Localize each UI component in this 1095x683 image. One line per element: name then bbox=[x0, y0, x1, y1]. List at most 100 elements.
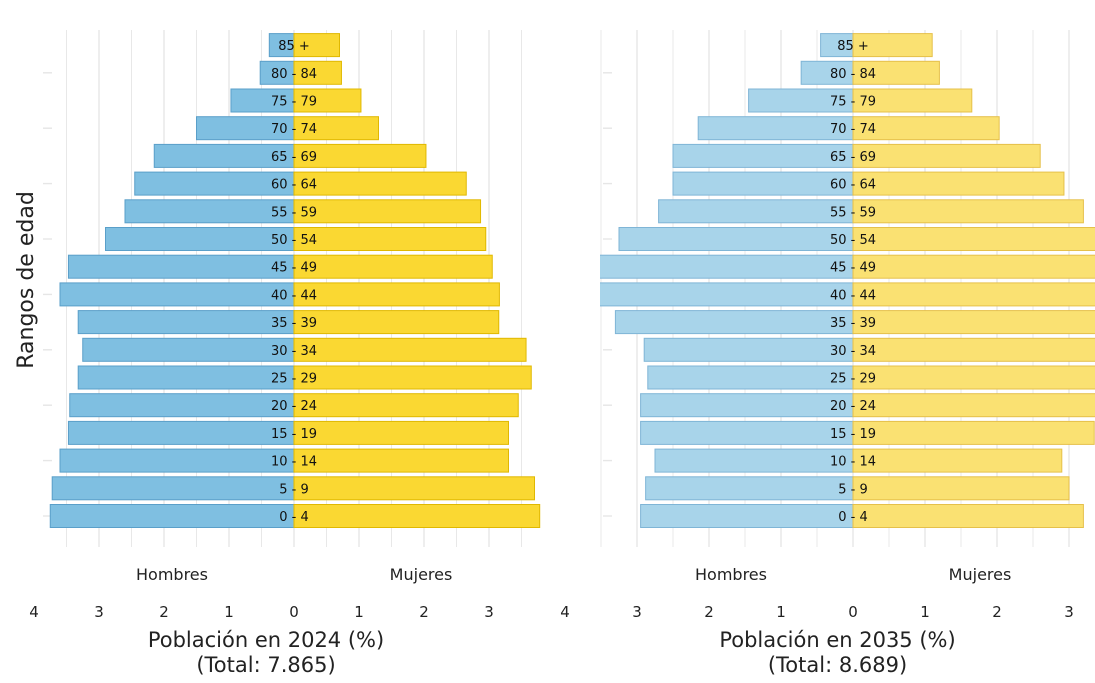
bar-mujeres-25-29 bbox=[293, 365, 532, 390]
bar-hombres-10-14 bbox=[59, 448, 295, 473]
age-label: 10 - 14 bbox=[830, 455, 876, 470]
bar-hombres-50-54 bbox=[618, 227, 854, 251]
bars bbox=[600, 33, 1095, 528]
bar-mujeres-40-44 bbox=[293, 282, 500, 307]
age-label: 85 + bbox=[837, 39, 869, 54]
age-label: 60 - 64 bbox=[830, 178, 876, 193]
x-tick-label: 1 bbox=[776, 603, 786, 621]
bar-mujeres-45-49 bbox=[293, 254, 493, 279]
age-label: 75 - 79 bbox=[271, 95, 317, 110]
bar-mujeres-80-84 bbox=[852, 60, 940, 85]
y-axis-title: Rangos de edad bbox=[14, 191, 39, 369]
age-label: 30 - 34 bbox=[830, 344, 876, 359]
age-label: 55 - 59 bbox=[271, 205, 317, 220]
age-label: 45 - 49 bbox=[271, 261, 317, 276]
age-label: 40 - 44 bbox=[830, 288, 876, 303]
x-tick-label: 4 bbox=[560, 603, 570, 621]
x-axis-title: Población en 2035 (%) bbox=[719, 628, 955, 652]
bar-hombres-5-9 bbox=[51, 476, 295, 501]
age-labels: 0 - 4 5 - 9 10 - 14 15 - 19 20 - 24 25 - 29 30… bbox=[271, 39, 317, 525]
bar-mujeres-15-19 bbox=[852, 420, 1095, 445]
bar-hombres-55-59 bbox=[124, 199, 295, 224]
group-label-hombres: Hombres bbox=[136, 565, 208, 584]
age-label: 5 - 9 bbox=[838, 482, 868, 497]
bar-hombres-5-9 bbox=[645, 476, 854, 501]
age-label: 25 - 29 bbox=[830, 372, 876, 387]
group-label-mujeres: Mujeres bbox=[390, 565, 453, 584]
x-tick-label: 0 bbox=[848, 603, 858, 621]
x-tick-labels: 4 3 2 1 0 1 2 3 bbox=[29, 603, 494, 621]
bar-hombres-0-4 bbox=[640, 504, 854, 528]
group-label-hombres: Hombres bbox=[695, 565, 767, 584]
bar-mujeres-50-54 bbox=[293, 227, 487, 251]
x-axis-title: Población en 2024 (%) bbox=[148, 628, 384, 652]
age-label: 40 - 44 bbox=[271, 288, 317, 303]
age-labels: 0 - 4 5 - 9 10 - 14 15 - 19 20 - 24 25 - 29 30… bbox=[830, 39, 876, 525]
bar-hombres-30-34 bbox=[82, 337, 295, 362]
age-label: 55 - 59 bbox=[830, 205, 876, 220]
x-tick-label: 2 bbox=[419, 603, 429, 621]
bar-mujeres-45-49 bbox=[852, 254, 1095, 279]
age-label: 80 - 84 bbox=[830, 67, 876, 82]
bar-mujeres-85+ bbox=[852, 33, 933, 58]
x-tick-label: 3 bbox=[484, 603, 494, 621]
x-tick-label: 3 bbox=[632, 603, 642, 621]
bar-mujeres-10-14 bbox=[293, 448, 509, 473]
age-label: 25 - 29 bbox=[271, 372, 317, 387]
bar-hombres-25-29 bbox=[647, 365, 854, 390]
age-label: 30 - 34 bbox=[271, 344, 317, 359]
age-label: 45 - 49 bbox=[830, 261, 876, 276]
age-label: 75 - 79 bbox=[830, 95, 876, 110]
x-tick-label: 0 bbox=[289, 603, 299, 621]
age-label: 70 - 74 bbox=[830, 122, 876, 137]
bar-mujeres-35-39 bbox=[852, 310, 1095, 335]
bar-mujeres-0-4 bbox=[293, 504, 541, 528]
bar-mujeres-75-79 bbox=[293, 88, 362, 113]
bar-mujeres-55-59 bbox=[293, 199, 482, 224]
x-axis-subtitle: (Total: 7.865) bbox=[196, 653, 335, 677]
bar-mujeres-65-69 bbox=[852, 143, 1041, 168]
age-label: 35 - 39 bbox=[271, 316, 317, 331]
bar-mujeres-5-9 bbox=[293, 476, 535, 501]
bar-mujeres-30-34 bbox=[293, 337, 527, 362]
age-label: 85 + bbox=[278, 39, 310, 54]
x-tick-label: 1 bbox=[354, 603, 364, 621]
bar-mujeres-20-24 bbox=[852, 393, 1095, 418]
age-label: 0 - 4 bbox=[838, 510, 868, 525]
bar-mujeres-65-69 bbox=[293, 143, 427, 168]
age-label: 15 - 19 bbox=[271, 427, 317, 442]
x-tick-label: 2 bbox=[992, 603, 1002, 621]
x-tick-label: 2 bbox=[704, 603, 714, 621]
age-label: 65 - 69 bbox=[830, 150, 876, 165]
bar-mujeres-5-9 bbox=[852, 476, 1070, 501]
bar-mujeres-25-29 bbox=[852, 365, 1095, 390]
age-label: 20 - 24 bbox=[271, 399, 317, 414]
bar-hombres-65-69 bbox=[672, 143, 854, 168]
bar-mujeres-70-74 bbox=[293, 116, 379, 141]
bars bbox=[49, 33, 541, 528]
age-label: 5 - 9 bbox=[279, 482, 309, 497]
age-label: 60 - 64 bbox=[271, 178, 317, 193]
x-tick-label: 3 bbox=[1064, 603, 1074, 621]
bar-hombres-25-29 bbox=[77, 365, 295, 390]
x-tick-label: 1 bbox=[920, 603, 930, 621]
age-label: 35 - 39 bbox=[830, 316, 876, 331]
bar-hombres-55-59 bbox=[658, 199, 854, 224]
bar-mujeres-80-84 bbox=[293, 60, 342, 85]
bar-hombres-35-39 bbox=[614, 310, 854, 335]
bar-hombres-45-49 bbox=[600, 254, 854, 279]
bar-mujeres-0-4 bbox=[852, 504, 1084, 528]
x-tick-label: 2 bbox=[159, 603, 169, 621]
age-label: 10 - 14 bbox=[271, 455, 317, 470]
bar-mujeres-75-79 bbox=[852, 88, 973, 113]
bar-hombres-30-34 bbox=[643, 337, 854, 362]
age-label: 0 - 4 bbox=[279, 510, 309, 525]
bar-hombres-15-19 bbox=[640, 420, 854, 445]
age-label: 80 - 84 bbox=[271, 67, 317, 82]
bar-hombres-20-24 bbox=[69, 393, 295, 418]
bar-mujeres-10-14 bbox=[852, 448, 1063, 473]
bar-mujeres-20-24 bbox=[293, 393, 519, 418]
bar-mujeres-35-39 bbox=[293, 310, 500, 335]
